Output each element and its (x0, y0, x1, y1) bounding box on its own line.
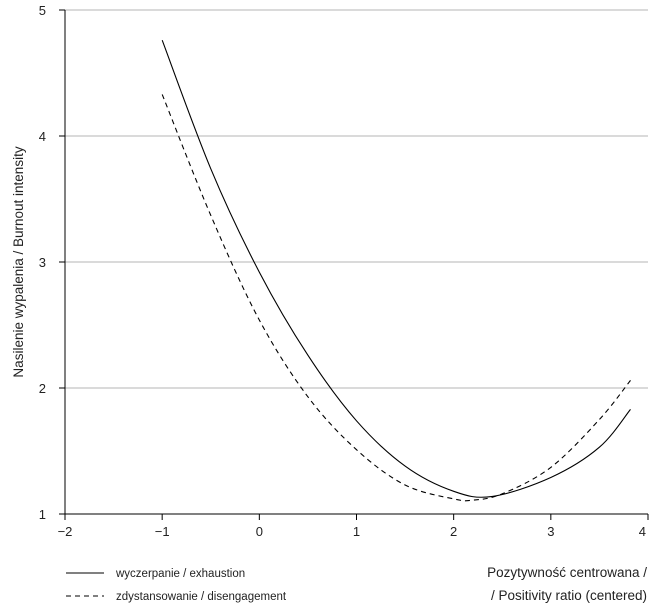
x-axis-label: Pozytywność centrowana / / Positivity ra… (487, 565, 647, 603)
y-tick-label: 1 (39, 507, 46, 522)
series-line-exhaustion (161, 40, 631, 498)
x-tick-label: 3 (547, 524, 554, 539)
y-axis-label: Nasilenie wypalenia / Burnout intensity (11, 146, 26, 377)
legend: wyczerpanie / exhaustion zdystansowanie … (66, 568, 287, 603)
legend-label-disengagement: zdystansowanie / disengagement (116, 591, 287, 603)
y-tick-label: 2 (39, 381, 46, 396)
x-tick-label: 0 (256, 524, 263, 539)
x-ticks: −2 −1 0 1 2 3 4 (58, 514, 649, 539)
y-tick-label: 3 (39, 255, 46, 270)
y-ticks: 1 2 3 4 5 (39, 3, 65, 522)
x-tick-label: −2 (58, 524, 73, 539)
x-tick-label: 2 (450, 524, 457, 539)
series-line-disengagement (161, 94, 631, 502)
y-tick-label: 5 (39, 3, 46, 18)
y-tick-label: 4 (39, 129, 46, 144)
x-axis-label-line1: Pozytywność centrowana / (487, 565, 647, 580)
x-tick-label: 1 (353, 524, 360, 539)
grid-lines (65, 9, 648, 389)
x-axis-label-line2: / Positivity ratio (centered) (491, 588, 647, 603)
legend-label-exhaustion: wyczerpanie / exhaustion (115, 568, 245, 580)
x-tick-label: −1 (155, 524, 170, 539)
x-tick-label: 4 (639, 524, 646, 539)
series-lines (161, 40, 631, 502)
